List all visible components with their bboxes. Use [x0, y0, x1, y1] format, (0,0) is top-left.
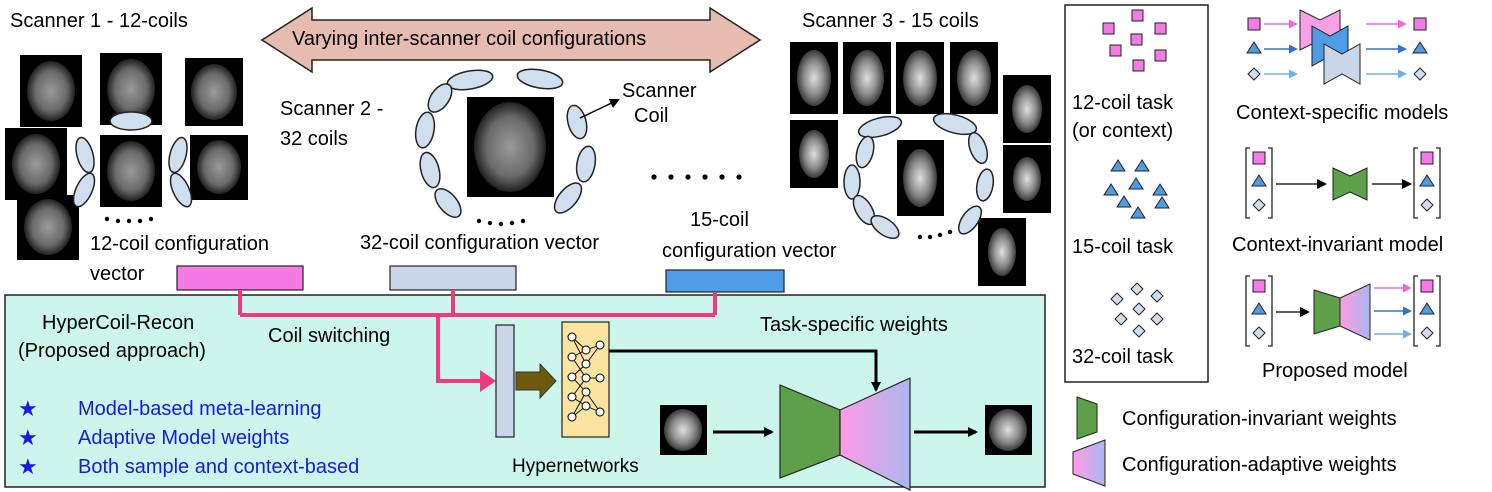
context-invariant-label: Context-invariant model: [1232, 234, 1444, 256]
vector15-label-line1: 15-coil: [690, 209, 749, 231]
proposed-model-label: Proposed model: [1262, 360, 1408, 382]
task32-label: 32-coil task: [1072, 346, 1174, 368]
task15-label: 15-coil task: [1072, 236, 1174, 258]
scanner1-label: Scanner 1 - 12-coils: [10, 10, 188, 32]
vector32-label: 32-coil configuration vector: [360, 232, 600, 254]
vector-15coil: [665, 269, 785, 293]
scanner2-brain-image: [467, 97, 554, 197]
bullet-text-1: Model-based meta-learning: [78, 398, 322, 420]
scanner1-images: [5, 53, 248, 260]
task15-triangles-icon: [1103, 159, 1170, 219]
task-specific-weights-label: Task-specific weights: [760, 314, 948, 336]
scanner3-images: [790, 42, 1051, 286]
bullet-star-3: ★: [18, 454, 38, 479]
bullet-star-2: ★: [18, 425, 38, 450]
proposal-title-line2: (Proposed approach): [18, 340, 206, 362]
bullet-text-2: Adaptive Model weights: [78, 427, 290, 449]
task-weights-arrow: [609, 349, 881, 392]
proposed-model-icon: [1245, 275, 1441, 347]
bullet-text-3: Both sample and context-based: [78, 456, 360, 478]
task32-diamonds-icon: [1110, 282, 1164, 338]
scanner2-label-line1: Scanner 2 -: [280, 98, 384, 120]
configuration-adaptive-decoder: [839, 377, 911, 491]
task12-label-line2: (or context): [1072, 120, 1174, 142]
vector12-label-line1: 12-coil configuration: [90, 233, 269, 255]
legend-invariant-swatch: [1076, 396, 1098, 440]
vector-12coil: [176, 265, 304, 291]
inter-scanner-banner-arrow: [260, 6, 762, 74]
scanner-coil-label-line1: Scanner: [622, 80, 697, 102]
vector-32coil: [389, 265, 517, 291]
legend-invariant-label: Configuration-invariant weights: [1122, 408, 1397, 430]
scanner1-coils: [72, 111, 193, 208]
scanner2-label-line2: 32 coils: [280, 128, 348, 150]
proposal-title-line1: HyperCoil-Recon: [42, 312, 195, 334]
coil-switching-lines: [238, 290, 717, 383]
coil-switching-label: Coil switching: [268, 325, 391, 347]
scanner-coil-pointer: [579, 98, 620, 119]
scanner-coil-label-line2: Coil: [634, 105, 669, 127]
context-invariant-model: [1245, 147, 1441, 219]
scanner3-label: Scanner 3 - 15 coils: [802, 10, 979, 32]
task12-label-line1: 12-coil task: [1072, 92, 1174, 114]
task12-squares-icon: [1102, 9, 1167, 72]
hypernetwork-input-bar: [495, 324, 515, 438]
bullet-star-1: ★: [18, 396, 38, 421]
banner-label: Varying inter-scanner coil configuration…: [292, 28, 647, 50]
hypernetwork-brown-arrow: [515, 362, 557, 400]
context-specific-label: Context-specific models: [1236, 102, 1449, 124]
vector12-label-line2: vector: [90, 263, 145, 285]
context-specific-models: [1246, 9, 1428, 85]
vector15-label-line2: configuration vector: [662, 240, 837, 262]
scanner3-coils: [843, 112, 995, 240]
legend-adaptive-swatch: [1072, 439, 1106, 487]
legend-adaptive-label: Configuration-adaptive weights: [1122, 454, 1397, 476]
scanner2-coils: [414, 68, 597, 218]
hypernetworks-label: Hypernetworks: [512, 456, 639, 477]
